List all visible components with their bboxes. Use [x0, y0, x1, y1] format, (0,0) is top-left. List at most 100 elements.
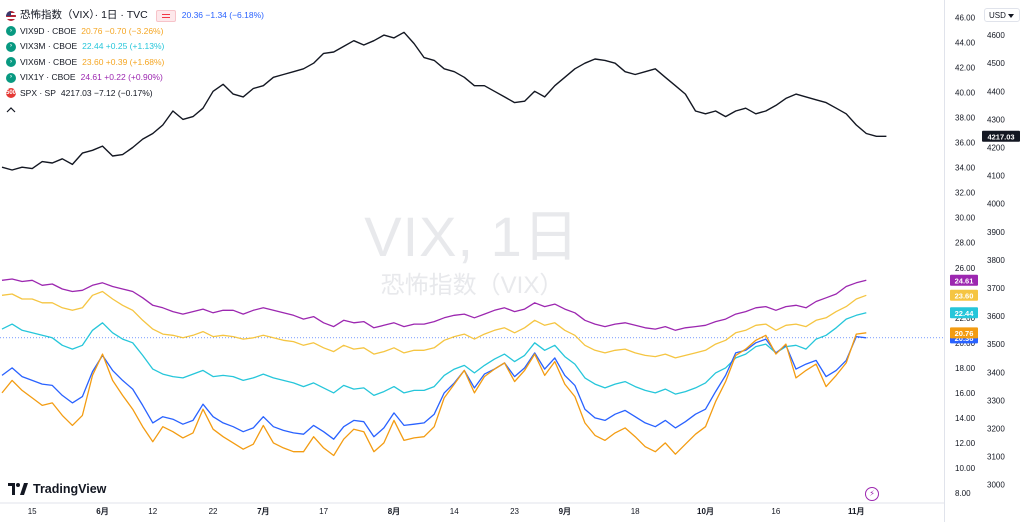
y-right-tick-label: 4200 [987, 144, 1005, 153]
y-right-tick-label: 3200 [987, 425, 1005, 434]
legend-series-name: VIX9D · CBOE [20, 25, 77, 36]
x-tick-label: 14 [450, 507, 459, 516]
y-left-tick-label: 40.00 [955, 89, 976, 98]
price-label-vix6m: 23.60 [950, 289, 978, 301]
y-left-tick-label: 30.00 [955, 214, 976, 223]
legend-series-name: SPX · SP [20, 87, 56, 98]
y-left-tick-label: 14.00 [955, 414, 976, 423]
y-left-tick-label: 18.00 [955, 364, 976, 373]
legend: 恐怖指数（VIX）· 1日 · TVC 20.36 −1.34 (−6.18%)… [6, 8, 264, 118]
x-tick-label: 23 [510, 507, 519, 516]
price-label-bg [950, 274, 978, 286]
y-right-tick-label: 3100 [987, 453, 1005, 462]
y-left-tick-label: 36.00 [955, 139, 976, 148]
price-label-bg [982, 130, 1020, 142]
price-label-vix9d: 20.76 [950, 327, 978, 339]
y-left-tick-label: 34.00 [955, 164, 976, 173]
y-right-tick-label: 3500 [987, 340, 1005, 349]
y-right-tick-label: 4300 [987, 115, 1005, 124]
chevron-up-icon[interactable] [6, 102, 264, 118]
y-right-tick-label: 4100 [987, 172, 1005, 181]
y-left-tick-label: 44.00 [955, 39, 976, 48]
price-label-spx: 4217.03 [982, 130, 1020, 142]
currency-selector[interactable]: USD [984, 8, 1020, 22]
x-tick-label: 11月 [848, 507, 864, 516]
price-label-bg [950, 307, 978, 319]
y-right-tick-label: 4000 [987, 200, 1005, 209]
legend-series-values: 23.60 +0.39 (+1.68%) [82, 56, 165, 67]
legend-series-values: 20.76 −0.70 (−3.26%) [81, 25, 164, 36]
y-left-tick-label: 8.00 [955, 489, 971, 498]
y-left-tick-label: 10.00 [955, 464, 976, 473]
x-tick-label: 16 [771, 507, 780, 516]
y-axis-right[interactable]: 3000 3100 3200 3300 3400 3500 3600 3700 3800 3900… [987, 31, 1005, 490]
y-right-tick-label: 3400 [987, 368, 1005, 377]
legend-main-values: 20.36 −1.34 (−6.18%) [181, 10, 264, 20]
y-left-tick-label: 26.00 [955, 264, 976, 273]
y-right-tick-label: 4600 [987, 31, 1005, 40]
chevron-up-glyph [6, 106, 16, 113]
y-right-tick-label: 3600 [987, 312, 1005, 321]
y-axis-left[interactable]: 8.0010.0012.0014.0016.0018.0020.0022.002… [955, 14, 976, 498]
y-left-tick-label: 12.00 [955, 439, 976, 448]
x-tick-label: 12 [148, 507, 157, 516]
legend-series-name: VIX1Y · CBOE [20, 72, 76, 82]
x-tick-label: 7月 [257, 507, 269, 516]
series-line-vix1y [1, 278, 867, 331]
tradingview-logo[interactable]: TradingView [8, 482, 106, 496]
y-left-tick-label: 20.00 [955, 339, 976, 348]
y-left-tick-label: 28.00 [955, 239, 976, 248]
x-axis[interactable]: 15 6月 12 22 7月 17 8月 14 23 9月 18 10月 16 11月 [28, 507, 865, 516]
price-label-text: 24.61 [955, 276, 974, 285]
y-right-tick-label: 4400 [987, 87, 1005, 96]
series-symbol-icon: 500 [6, 88, 16, 99]
x-tick-label: 17 [319, 507, 328, 516]
series-symbol-icon: › [6, 26, 16, 37]
legend-series-name: VIX3M · CBOE [20, 41, 78, 51]
legend-series-row[interactable]: › VIX3M · CBOE 22.44 +0.25 (+1.13%) [6, 39, 264, 55]
legend-series-row[interactable]: 500 SPX · SP 4217.03 −7.12 (−0.17%) [6, 86, 264, 102]
watermark-subtitle: 恐怖指数（VIX） [380, 272, 564, 299]
series-line-spx [1, 31, 887, 171]
x-tick-label: 8月 [388, 507, 400, 516]
y-left-tick-label: 46.00 [955, 14, 976, 23]
x-tick-label: 10月 [697, 507, 714, 516]
legend-series-list: › VIX9D · CBOE 20.76 −0.70 (−3.26%) › VIX3M … [6, 24, 264, 102]
price-label-vix1y: 24.61 [950, 274, 978, 286]
legend-series-row[interactable]: › VIX1Y · CBOE 24.61 +0.22 (+0.90%) [6, 70, 264, 86]
legend-series-values: 24.61 +0.22 (+0.90%) [80, 72, 163, 82]
y-left-tick-label: 16.00 [955, 389, 976, 398]
tradingview-logo-icon [8, 483, 28, 495]
logo-text: TradingView [33, 482, 107, 496]
legend-series-row[interactable]: › VIX6M · CBOE 23.60 +0.39 (+1.68%) [6, 55, 264, 71]
y-left-tick-label: 22.00 [955, 314, 976, 323]
legend-series-values: 4217.03 −7.12 (−0.17%) [60, 87, 153, 98]
price-label-text: 22.44 [955, 309, 975, 318]
legend-main-row[interactable]: 恐怖指数（VIX）· 1日 · TVC 20.36 −1.34 (−6.18%) [6, 8, 264, 24]
x-tick-label: 22 [209, 507, 218, 516]
price-label-text: 23.60 [955, 291, 974, 300]
y-left-tick-label: 38.00 [955, 114, 976, 123]
series-line-vix6m [1, 290, 867, 359]
watermark-title: VIX, 1日 [364, 205, 580, 268]
y-right-tick-label: 3000 [987, 481, 1005, 490]
compare-icon[interactable] [155, 9, 176, 22]
y-right-tick-label: 4500 [987, 59, 1005, 68]
x-tick-label: 15 [28, 507, 37, 516]
lightning-icon[interactable]: ⚡ [865, 487, 879, 501]
y-left-tick-label: 42.00 [955, 64, 976, 73]
legend-main-name: 恐怖指数（VIX）· 1日 · TVC [20, 9, 148, 21]
price-label-text: 20.36 [955, 334, 974, 343]
series-symbol-icon: › [6, 41, 16, 52]
series-symbol-icon: › [6, 57, 16, 68]
x-tick-label: 18 [631, 507, 640, 516]
legend-series-values: 22.44 +0.25 (+1.13%) [82, 41, 165, 51]
y-right-tick-label: 3800 [987, 256, 1005, 265]
y-right-tick-label: 3700 [987, 284, 1005, 293]
legend-series-row[interactable]: › VIX9D · CBOE 20.76 −0.70 (−3.26%) [6, 24, 264, 40]
x-tick-label: 6月 [96, 507, 108, 516]
price-label-text: 4217.03 [987, 132, 1014, 141]
y-left-tick-label: 32.00 [955, 189, 976, 198]
